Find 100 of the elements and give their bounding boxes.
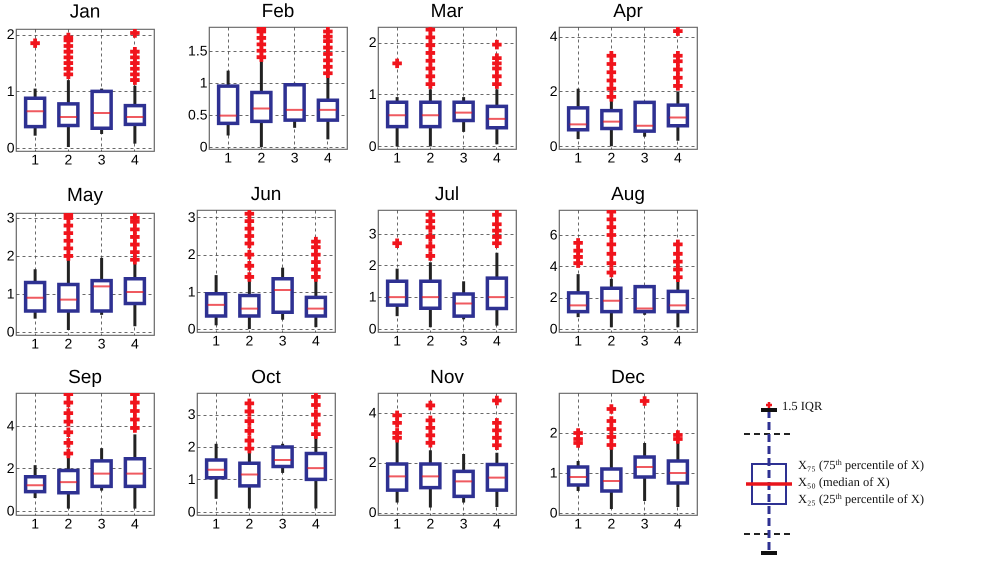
- x-tick-label: 2: [426, 516, 434, 532]
- x-tick-label: 3: [290, 150, 299, 166]
- y-tick-label: 0: [550, 138, 558, 154]
- x-tick-label: 3: [640, 150, 649, 166]
- x-tick-label: 3: [640, 516, 649, 532]
- y-tick-label: 0: [188, 503, 196, 520]
- x-tick-label: 4: [130, 152, 139, 168]
- chart-title: Apr: [613, 1, 644, 22]
- y-tick-label: 0: [6, 140, 15, 156]
- x-tick-label: 1: [212, 332, 220, 348]
- chart-title: Mar: [430, 1, 464, 22]
- x-tick-label: 3: [98, 516, 106, 532]
- x-tick-label: 3: [640, 332, 649, 348]
- y-tick-label: 0: [550, 320, 558, 336]
- x-tick-label: 4: [312, 516, 320, 532]
- y-tick-label: 1: [6, 285, 15, 302]
- x-tick-label: 2: [607, 332, 616, 348]
- y-tick-label: 0: [368, 138, 377, 154]
- y-tick-label: 2: [368, 454, 377, 470]
- y-tick-label: 2: [6, 460, 15, 476]
- y-tick-label: 1: [550, 464, 558, 480]
- x-tick-label: 4: [130, 336, 139, 352]
- y-tick-label: 2: [550, 82, 558, 99]
- y-tick-label: 1: [6, 82, 15, 99]
- x-tick-label: 1: [31, 516, 40, 532]
- x-tick-label: 4: [674, 150, 682, 166]
- y-tick-label: 3: [188, 208, 196, 225]
- x-tick-label: 1: [574, 150, 582, 166]
- y-tick-label: 4: [368, 404, 377, 420]
- y-tick-label: 3: [368, 225, 377, 242]
- x-tick-label: 2: [257, 150, 266, 166]
- x-tick-label: 3: [278, 332, 287, 348]
- y-tick-label: 1: [200, 74, 208, 90]
- x-tick-label: 4: [324, 150, 332, 166]
- y-tick-label: 2: [550, 424, 558, 440]
- chart-title: Nov: [430, 367, 464, 388]
- y-tick-label: 0: [6, 323, 15, 340]
- x-tick-label: 4: [492, 332, 501, 348]
- y-tick-label: 2: [368, 34, 377, 50]
- y-tick-label: 0: [188, 320, 196, 337]
- x-tick-label: 1: [574, 516, 582, 532]
- chart-title: Aug: [611, 184, 645, 205]
- x-tick-label: 2: [245, 332, 254, 348]
- y-tick-label: 2: [6, 247, 15, 264]
- x-tick-label: 3: [460, 150, 468, 166]
- y-tick-label: 4: [550, 28, 558, 44]
- x-tick-label: 1: [393, 516, 402, 532]
- y-tick-label: 2: [550, 289, 558, 306]
- x-tick-label: 3: [98, 336, 106, 352]
- y-tick-label: 4: [550, 258, 558, 274]
- y-tick-label: 2: [6, 26, 15, 42]
- x-tick-label: 1: [393, 150, 402, 166]
- y-tick-label: 0.5: [188, 106, 208, 122]
- chart-title: May: [67, 184, 104, 206]
- chart-title: Dec: [611, 367, 645, 388]
- y-tick-label: 1: [368, 86, 377, 102]
- text: X₅₀ (median of X): [798, 475, 890, 489]
- x-tick-label: 2: [426, 332, 434, 348]
- x-tick-label: 2: [607, 150, 616, 166]
- chart-title: Feb: [262, 1, 294, 22]
- x-tick-label: 4: [674, 332, 682, 348]
- x-tick-label: 2: [64, 152, 72, 168]
- x-tick-label: 3: [460, 516, 468, 532]
- x-tick-label: 2: [245, 516, 254, 532]
- y-tick-label: 0: [200, 138, 208, 155]
- x-tick-label: 1: [212, 516, 220, 532]
- text: X₂₅ (25$^{th}$ percentile of X): [798, 492, 924, 506]
- chart-title: Sep: [68, 367, 102, 388]
- x-tick-label: 4: [674, 516, 682, 532]
- y-tick-label: 1: [368, 288, 377, 305]
- y-tick-label: 1: [188, 283, 196, 300]
- chart-title: Jun: [250, 184, 282, 205]
- x-tick-label: 1: [31, 336, 40, 352]
- y-tick-label: 2: [188, 438, 196, 455]
- y-tick-label: 2: [188, 246, 196, 262]
- chart-title: Jan: [70, 2, 100, 23]
- x-tick-label: 1: [31, 152, 40, 168]
- x-tick-label: 2: [426, 150, 434, 166]
- y-tick-label: 1.5: [188, 42, 208, 58]
- text: X₇₅ (75$^{th}$ percentile of X): [798, 458, 924, 472]
- y-tick-label: 0: [550, 504, 558, 520]
- x-tick-label: 1: [224, 150, 232, 166]
- x-tick-label: 2: [64, 336, 72, 352]
- y-tick-label: 1: [188, 470, 196, 487]
- y-tick-label: 4: [6, 417, 15, 434]
- y-tick-label: 3: [188, 406, 196, 422]
- x-tick-label: 3: [460, 332, 468, 348]
- x-tick-label: 3: [98, 152, 106, 168]
- y-tick-label: 3: [6, 209, 15, 226]
- x-tick-label: 2: [64, 516, 72, 532]
- y-tick-label: 6: [550, 226, 558, 243]
- text: 1.5 IQR: [782, 399, 823, 413]
- y-tick-label: 0: [368, 320, 377, 336]
- x-tick-label: 4: [492, 150, 501, 166]
- x-tick-label: 3: [278, 516, 287, 532]
- x-tick-label: 4: [312, 332, 320, 348]
- x-tick-label: 1: [574, 332, 582, 348]
- x-tick-label: 1: [393, 332, 402, 348]
- chart-title: Jul: [434, 184, 460, 205]
- x-tick-label: 4: [492, 516, 501, 532]
